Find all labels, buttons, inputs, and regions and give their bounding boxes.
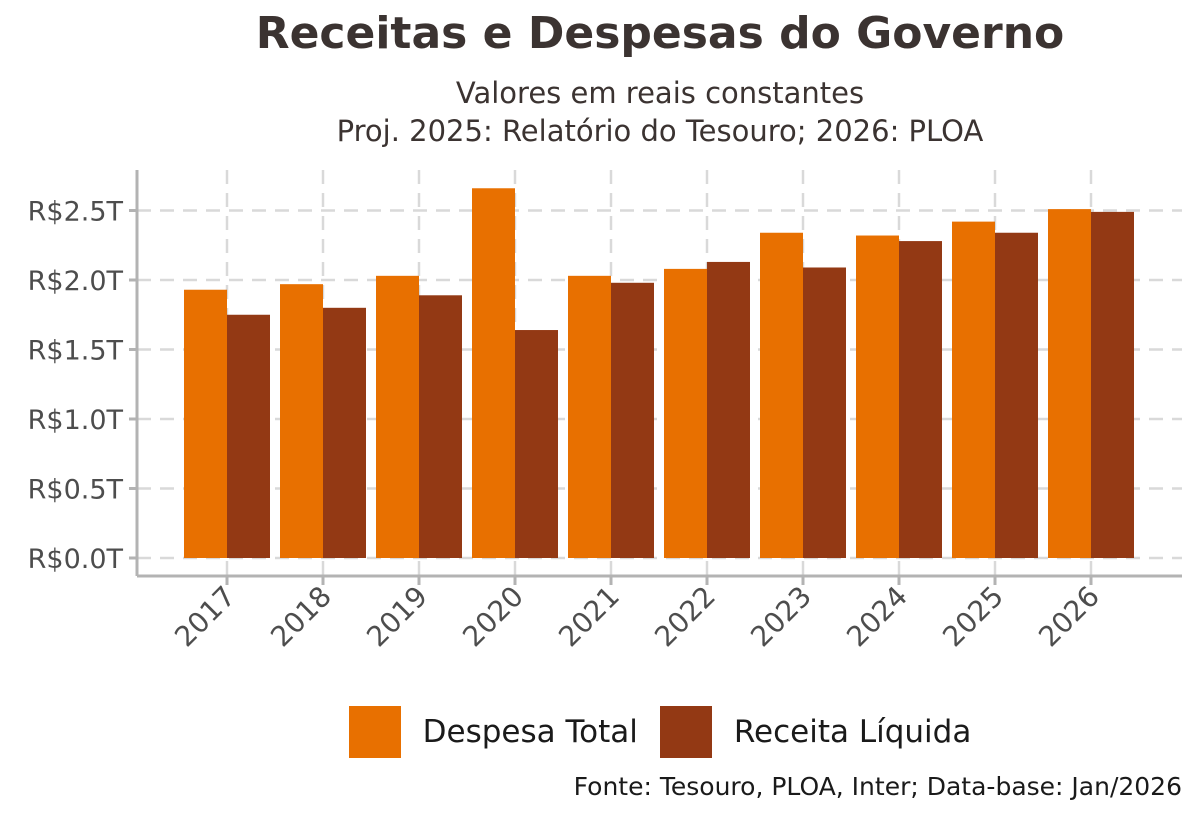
bar-receita-2026 — [1091, 211, 1134, 558]
bar-receita-2023 — [803, 267, 846, 558]
x-tick-label-2024: 2024 — [840, 580, 914, 654]
y-tick-label-5: R$2.5T — [28, 197, 124, 228]
bar-receita-2018 — [323, 307, 366, 558]
bar-despesa-2017 — [184, 289, 227, 558]
x-tick-label-2020: 2020 — [456, 580, 530, 654]
bar-receita-2021 — [611, 282, 654, 558]
legend-item-despesa: Despesa Total — [348, 706, 638, 758]
bar-despesa-2019 — [376, 275, 419, 558]
bar-receita-2025 — [995, 232, 1038, 559]
y-tick-label-3: R$1.5T — [28, 336, 124, 367]
chart-subtitle-line1: Valores em reais constantes — [455, 76, 865, 110]
bar-despesa-2021 — [568, 275, 611, 558]
bar-receita-2022 — [707, 261, 750, 558]
source-caption: Fonte: Tesouro, PLOA, Inter; Data-base: … — [573, 772, 1182, 801]
legend-swatch-receita — [659, 706, 712, 758]
bar-chart: R$0.0T R$0.5T R$1.0T R$1.5T R$2.0T R$2.5T 2017… — [28, 170, 1182, 654]
x-tick-label-2021: 2021 — [552, 580, 626, 654]
bar-receita-2024 — [899, 241, 942, 558]
legend: Despesa Total Receita Líquida — [0, 706, 1200, 758]
y-tick-label-0: R$0.0T — [28, 544, 124, 575]
y-tick-label-2: R$1.0T — [28, 405, 124, 436]
bar-receita-2017 — [227, 314, 270, 558]
legend-label-receita: Receita Líquida — [733, 714, 972, 750]
bar-despesa-2018 — [280, 284, 323, 558]
y-tick-label-4: R$2.0T — [28, 266, 124, 297]
chart-subtitle-line2: Proj. 2025: Relatório do Tesouro; 2026: … — [336, 114, 984, 148]
x-tick-label-2022: 2022 — [648, 580, 722, 654]
legend-item-receita: Receita Líquida — [659, 706, 972, 758]
x-tick-label-2018: 2018 — [264, 580, 338, 654]
x-tick-label-2023: 2023 — [744, 580, 818, 654]
x-tick-label-2025: 2025 — [936, 580, 1010, 654]
bar-despesa-2024 — [856, 235, 899, 558]
legend-label-despesa: Despesa Total — [422, 714, 638, 750]
bar-despesa-2025 — [952, 221, 995, 558]
bar-despesa-2020 — [472, 188, 515, 558]
x-tick-label-2026: 2026 — [1032, 580, 1106, 654]
bar-receita-2020 — [515, 330, 558, 558]
x-tick-label-2019: 2019 — [360, 580, 434, 654]
x-tick-label-2017: 2017 — [168, 580, 242, 654]
bar-despesa-2023 — [760, 232, 803, 559]
legend-swatch-despesa — [348, 706, 401, 758]
bar-despesa-2022 — [664, 268, 707, 558]
bar-despesa-2026 — [1048, 209, 1091, 559]
chart-title: Receitas e Despesas do Governo — [255, 8, 1065, 59]
bar-receita-2019 — [419, 295, 462, 558]
y-tick-label-1: R$0.5T — [28, 475, 124, 506]
